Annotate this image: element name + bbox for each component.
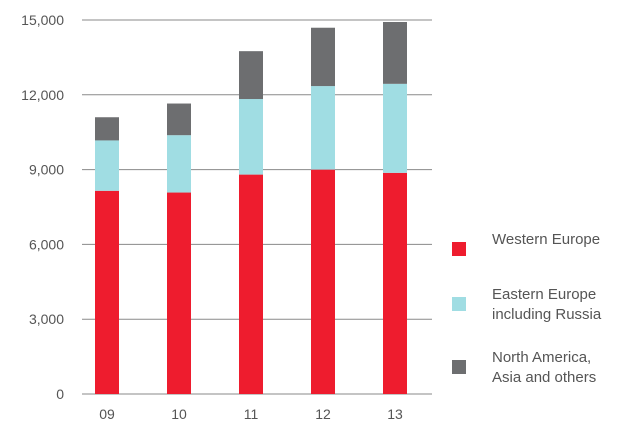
x-tick-label: 11 [244,406,259,422]
bar-segment-2 [239,99,263,175]
y-tick-label: 0 [56,386,64,402]
legend-label-western-europe: Western Europe [492,231,601,248]
legend-item-eastern-europe: Eastern Europe including Russia [452,285,601,325]
bar-segment-2 [167,135,191,193]
bars [95,21,407,394]
x-tick-label: 13 [387,406,403,422]
bar-segment-2 [95,140,119,191]
y-tick-label: 3,000 [29,311,64,327]
x-tick-label: 10 [171,406,187,422]
bar-segment-2 [311,86,335,170]
bar-segment-1 [167,192,191,394]
bar-segment-1 [383,172,407,394]
legend-label-north-america-asia: North America, Asia and others [492,349,597,386]
bar-segment-1 [239,174,263,394]
y-tick-label: 6,000 [29,236,64,252]
bar-segment-1 [311,169,335,394]
legend-swatch-eastern-europe [452,297,466,311]
legend-label-eastern-europe: Eastern Europe including Russia [492,286,602,323]
bar-segment-1 [95,190,119,394]
legend-swatch-north-america-asia [452,360,466,374]
x-axis-tick-labels: 09 10 11 12 13 [99,406,403,422]
y-tick-label: 15,000 [21,12,64,28]
y-axis-tick-labels: 0 3,000 6,000 9,000 12,000 15,000 [21,12,64,402]
legend-swatch-western-europe [452,242,466,256]
bar-segment-3 [167,103,191,136]
x-tick-label: 09 [99,406,115,422]
bar-segment-3 [383,21,407,84]
bar-segment-3 [311,27,335,87]
bar-segment-3 [95,117,119,141]
y-tick-label: 9,000 [29,162,64,178]
y-tick-label: 12,000 [21,87,64,103]
legend-item-western-europe: Western Europe [452,230,600,256]
x-tick-label: 12 [315,406,331,422]
bar-segment-3 [239,51,263,100]
bar-segment-2 [383,83,407,173]
legend-item-north-america-asia: North America, Asia and others [452,348,596,388]
